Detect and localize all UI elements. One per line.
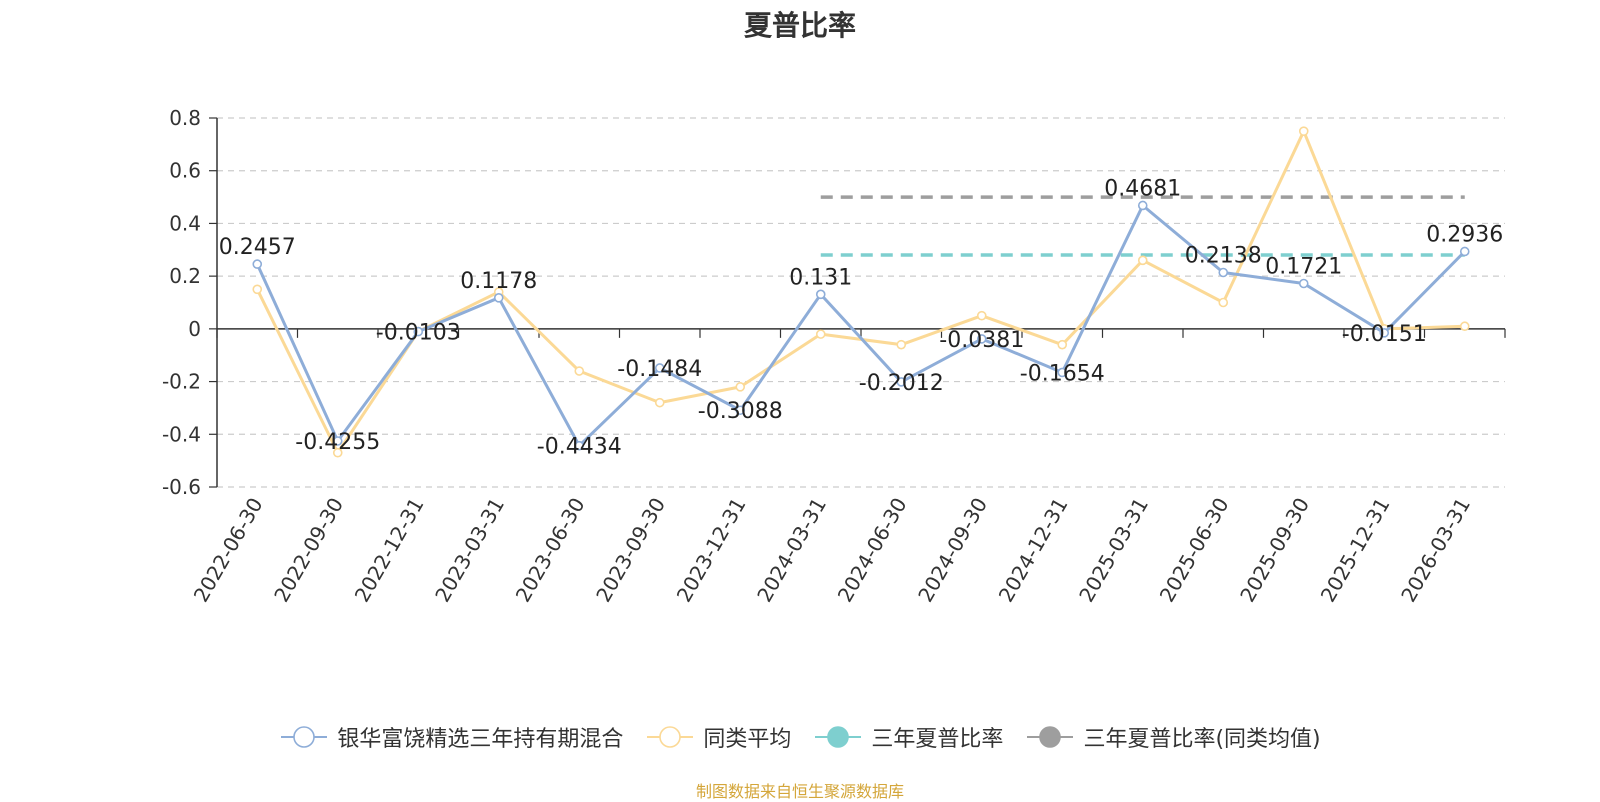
y-tick-label: -0.2 xyxy=(162,370,201,394)
legend-label: 三年夏普比率 xyxy=(871,727,1004,752)
x-tick-label: 2022-09-30 xyxy=(269,494,348,607)
x-tick-label: 2025-09-30 xyxy=(1235,494,1314,607)
legend-item[interactable]: 银华富饶精选三年持有期混合 xyxy=(279,721,623,753)
data-point-1 xyxy=(252,284,263,295)
data-point-0 xyxy=(815,289,826,300)
y-tick-label: 0 xyxy=(188,317,201,341)
legend-marker xyxy=(281,726,328,748)
series-lines xyxy=(252,126,1470,458)
data-label: -0.1654 xyxy=(1020,361,1105,386)
data-point-1 xyxy=(654,397,665,408)
data-label: -0.0381 xyxy=(939,328,1024,353)
x-tick-label: 2024-12-31 xyxy=(994,494,1073,607)
data-label: 0.4681 xyxy=(1104,176,1181,201)
series-line-0 xyxy=(255,203,1466,448)
x-tick-label: 2024-09-30 xyxy=(913,494,992,607)
data-point-1 xyxy=(1218,297,1229,308)
data-labels: 0.2457 -0.4255 -0.0103 0.1178 -0.4434 -0.1484… xyxy=(219,176,1503,459)
legend-label: 银华富饶精选三年持有期混合 xyxy=(337,727,624,752)
data-point-1 xyxy=(1137,255,1148,266)
data-point-0 xyxy=(252,259,263,269)
legend-marker xyxy=(815,726,862,748)
data-point-0 xyxy=(896,377,907,387)
data-label: -0.0151 xyxy=(1342,322,1427,347)
data-point-1 xyxy=(1057,339,1068,350)
series-line-1 xyxy=(255,129,1465,455)
data-label: 0.1721 xyxy=(1265,254,1342,279)
y-tick-label: 0.8 xyxy=(169,106,201,130)
data-point-0 xyxy=(735,405,746,416)
data-point-1 xyxy=(976,310,987,321)
source-note: 制图数据来自恒生聚源数据库 xyxy=(695,782,904,801)
data-label: 0.131 xyxy=(789,265,852,290)
x-tick-label: 2023-03-31 xyxy=(430,494,509,607)
x-tick-label: 2024-06-30 xyxy=(833,494,912,607)
legend: 银华富饶精选三年持有期混合 同类平均 三年夏普比率 三年夏普比率(同类均值) xyxy=(0,722,1600,752)
legend-marker xyxy=(647,726,694,748)
legend-marker-circle xyxy=(293,726,316,748)
data-label: -0.4255 xyxy=(295,430,380,455)
data-label: -0.2012 xyxy=(859,371,944,396)
data-label: 0.2936 xyxy=(1426,222,1503,247)
data-point-1 xyxy=(1298,126,1309,136)
data-point-0 xyxy=(1379,328,1390,338)
reference-lines xyxy=(820,195,1465,257)
legend-label: 三年夏普比率(同类均值) xyxy=(1083,727,1321,752)
legend-marker-circle xyxy=(659,726,682,748)
data-point-0 xyxy=(1057,367,1068,378)
x-tick-label: 2024-03-31 xyxy=(752,494,831,607)
data-label: -0.0103 xyxy=(376,321,461,346)
x-tick-label: 2022-06-30 xyxy=(189,494,268,607)
data-label: 0.2457 xyxy=(219,235,296,260)
data-label: -0.3088 xyxy=(698,399,783,424)
data-label: -0.1484 xyxy=(617,357,702,382)
legend-item[interactable]: 三年夏普比率 xyxy=(813,721,1003,753)
y-tick-label: -0.4 xyxy=(162,422,201,446)
y-tick-label: 0.6 xyxy=(169,159,201,183)
x-tick-label: 2022-12-31 xyxy=(350,494,429,607)
legend-item[interactable]: 同类平均 xyxy=(645,721,791,753)
chart-title: 夏普比率 xyxy=(743,9,856,42)
data-point-0 xyxy=(654,363,665,373)
data-label: 0.1178 xyxy=(460,269,537,294)
y-tick-label: 0.2 xyxy=(169,264,201,288)
data-point-0 xyxy=(574,440,585,451)
data-point-1 xyxy=(332,447,343,458)
x-tick-label: 2025-06-30 xyxy=(1155,494,1234,607)
y-tick-label: -0.6 xyxy=(162,475,201,499)
grid-lines xyxy=(217,117,1505,488)
x-tick-label: 2023-09-30 xyxy=(591,494,670,607)
legend-item[interactable]: 三年夏普比率(同类均值) xyxy=(1025,721,1321,753)
legend-marker xyxy=(1027,726,1074,748)
x-tick-label: 2023-12-31 xyxy=(672,494,751,607)
x-tick-label: 2025-03-31 xyxy=(1074,494,1153,607)
data-label: 0.2138 xyxy=(1185,244,1262,269)
legend-marker-circle xyxy=(827,726,850,748)
legend-label: 同类平均 xyxy=(703,727,792,752)
x-tick-label: 2023-06-30 xyxy=(511,494,590,607)
data-point-1 xyxy=(1459,321,1470,332)
data-point-1 xyxy=(815,329,826,339)
data-point-1 xyxy=(574,366,585,376)
data-label: -0.4434 xyxy=(537,435,622,460)
y-tick-label: 0.4 xyxy=(169,211,201,235)
data-point-0 xyxy=(413,326,424,337)
legend-marker-circle xyxy=(1039,726,1062,748)
data-point-0 xyxy=(1298,278,1309,289)
data-point-1 xyxy=(896,339,907,350)
data-point-0 xyxy=(1459,246,1470,257)
x-tick-label: 2026-03-31 xyxy=(1396,494,1475,607)
data-point-1 xyxy=(735,382,746,392)
data-point-0 xyxy=(332,436,343,446)
data-point-0 xyxy=(1218,267,1229,278)
data-point-0 xyxy=(1137,200,1148,211)
x-tick-label: 2025-12-31 xyxy=(1316,494,1395,607)
data-point-0 xyxy=(976,334,987,344)
data-point-0 xyxy=(493,293,504,303)
